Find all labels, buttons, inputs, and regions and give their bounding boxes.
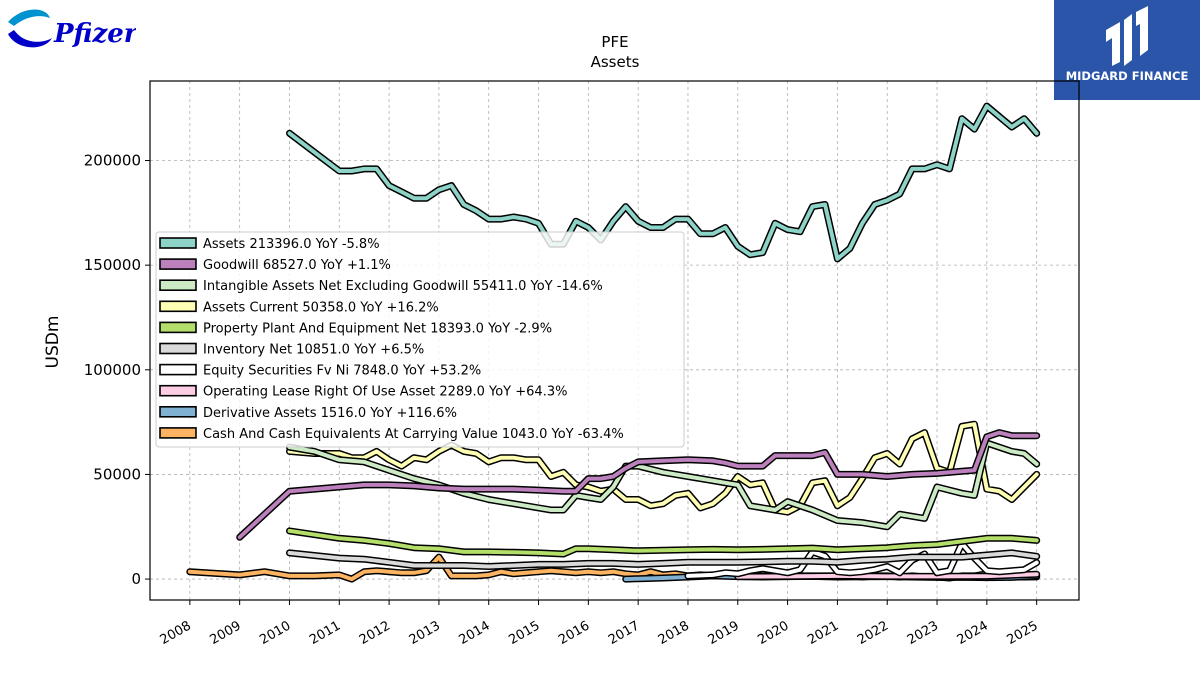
midgard-finance-logo-graphic: MIDGARD FINANCE [1066,6,1189,83]
pfizer-logo-swoosh-top [8,9,50,26]
chart-legend: Assets 213396.0 YoY -5.8% Goodwill 68527.… [155,231,685,448]
pfizer-logo-swoosh-bottom [8,30,52,48]
series-equity-securities-fv-ni [684,540,1041,580]
legend-swatch [159,405,197,418]
x-tick-label: 2014 [457,618,493,648]
legend-entry: Assets Current 50358.0 YoY +16.2% [203,300,439,315]
x-tick-label: 2015 [506,618,542,648]
x-tick-label: 2018 [656,618,692,648]
legend-swatch [159,427,197,439]
legend-swatch [159,237,197,249]
legend-entry: Operating Lease Right Of Use Asset 2289.… [203,385,567,400]
y-tick-label: 150000 [84,256,141,274]
legend-swatch [159,279,197,292]
y-axis-ticks: 0 50000 100000 150000 200000 [84,152,150,588]
x-tick-label: 2016 [556,618,592,648]
legend-swatch [159,342,197,355]
legend-swatch [159,321,197,334]
x-tick-label: 2025 [1004,618,1040,648]
series-intangible-assets-net-excluding-goodwill [286,439,1041,531]
y-tick-label: 200000 [84,152,141,170]
legend-entry: Goodwill 68527.0 YoY +1.1% [203,258,391,273]
pfizer-logo: Pfizer [8,9,136,49]
x-axis-ticks: 2008 2009 2010 2011 2012 2013 2014 2015 2016 2017… [158,600,1041,648]
legend-entry: Assets 213396.0 YoY -5.8% [203,237,380,252]
series-line [287,422,1039,515]
legend-swatch [159,363,197,376]
x-tick-label: 2008 [158,618,194,648]
series-inventory-net [286,549,1041,570]
series-line [287,550,1039,569]
legend-entry: Inventory Net 10851.0 YoY +6.5% [203,343,424,358]
series-line [735,572,1039,579]
series-assets-current [286,420,1041,516]
midgard-logo-wordmark: MIDGARD FINANCE [1066,69,1189,83]
chart-title: PFE [601,33,628,51]
series-operating-lease-right-of-use-asset [734,570,1041,581]
x-tick-label: 2020 [755,618,791,648]
x-tick-label: 2022 [855,618,891,648]
series-line [237,430,1039,540]
midgard-logo-mark [1106,6,1148,66]
legend-swatch [159,384,197,397]
legend-entry: Cash And Cash Equivalents At Carrying Va… [203,427,624,442]
legend-entry: Property Plant And Equipment Net 18393.0… [203,321,552,336]
chart-series-layer [186,102,1041,583]
y-axis-label: USDm [43,316,63,369]
y-tick-label: 50000 [93,465,141,483]
x-tick-label: 2023 [905,618,941,648]
legend-box [155,231,685,448]
series-line [287,528,1039,556]
legend-entry: Equity Securities Fv Ni 7848.0 YoY +53.2… [203,364,481,379]
x-tick-label: 2009 [208,618,244,648]
pfizer-logo-wordmark: Pfizer [53,19,136,49]
series-goodwill [236,429,1041,541]
x-tick-label: 2017 [606,618,642,648]
x-tick-label: 2021 [805,618,841,648]
series-line [287,441,1039,529]
series-line [686,541,1039,578]
x-tick-label: 2019 [706,618,742,648]
x-tick-label: 2024 [955,618,991,648]
series-property-plant-and-equipment-net [286,527,1041,558]
chart-subtitle: Assets [591,53,640,71]
y-tick-label: 100000 [84,361,141,379]
x-tick-label: 2013 [407,618,443,648]
legend-swatch [159,258,197,270]
series-line [287,104,1039,261]
legend-entry: Intangible Assets Net Excluding Goodwill… [203,279,603,294]
legend-entry: Derivative Assets 1516.0 YoY +116.6% [203,406,457,421]
series-assets [286,102,1041,263]
x-tick-label: 2011 [307,618,343,648]
x-tick-label: 2010 [257,618,293,648]
y-tick-label: 0 [131,570,141,588]
midgard-finance-logo: MIDGARD FINANCE [1054,0,1200,100]
x-tick-label: 2012 [357,618,393,648]
plot-frame [149,80,1080,601]
legend-swatch [159,300,197,313]
